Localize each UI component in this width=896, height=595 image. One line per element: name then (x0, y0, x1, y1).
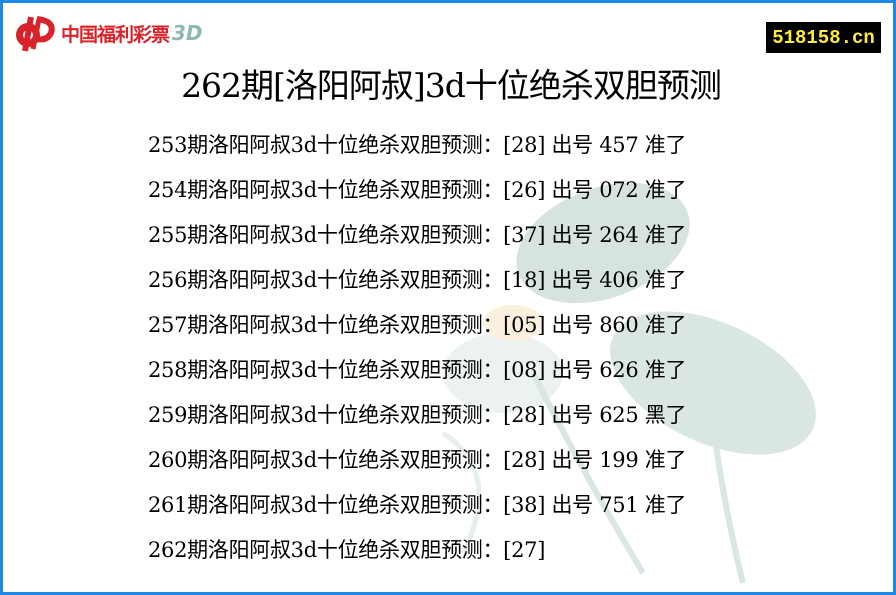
lotus-background-image (441, 182, 816, 584)
page-title: 262期[洛阳阿叔]3d十位绝杀双胆预测 (181, 66, 722, 105)
logo-3d-suffix: 3D (172, 21, 203, 45)
prediction-row: 256期洛阳阿叔3d十位绝杀双胆预测：[18] 出号 406 准了 (148, 268, 687, 292)
prediction-row: 258期洛阳阿叔3d十位绝杀双胆预测：[08] 出号 626 准了 (148, 358, 687, 382)
site-badge: 518158.cn (766, 22, 881, 53)
prediction-row: 255期洛阳阿叔3d十位绝杀双胆预测：[37] 出号 264 准了 (148, 223, 687, 247)
prediction-row: 257期洛阳阿叔3d十位绝杀双胆预测：[05] 出号 860 准了 (148, 313, 687, 337)
lottery-logo-icon (16, 16, 55, 52)
prediction-row: 253期洛阳阿叔3d十位绝杀双胆预测：[28] 出号 457 准了 (148, 133, 687, 157)
welfare-lottery-logo: 中国福利彩票 3D (11, 13, 203, 53)
prediction-row: 260期洛阳阿叔3d十位绝杀双胆预测：[28] 出号 199 准了 (148, 448, 687, 472)
prediction-list: 253期洛阳阿叔3d十位绝杀双胆预测：[28] 出号 457 准了 254期洛阳… (148, 130, 687, 580)
prediction-row: 262期洛阳阿叔3d十位绝杀双胆预测：[27] (148, 538, 546, 562)
logo-text: 中国福利彩票 (61, 23, 170, 46)
prediction-row: 261期洛阳阿叔3d十位绝杀双胆预测：[38] 出号 751 准了 (148, 493, 687, 517)
prediction-row: 254期洛阳阿叔3d十位绝杀双胆预测：[26] 出号 072 准了 (148, 178, 687, 202)
prediction-row: 259期洛阳阿叔3d十位绝杀双胆预测：[28] 出号 625 黑了 (148, 403, 687, 427)
